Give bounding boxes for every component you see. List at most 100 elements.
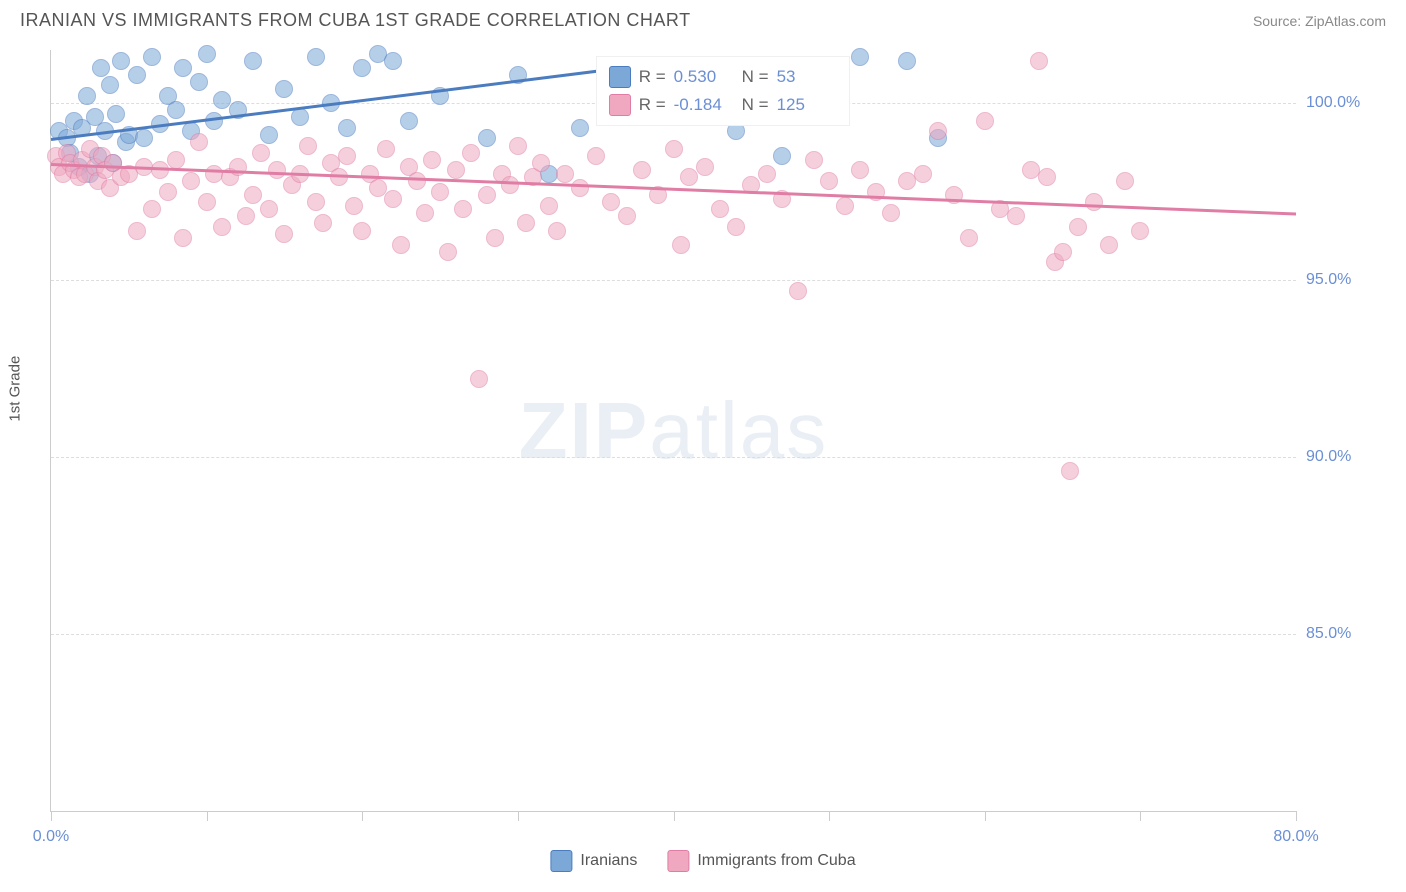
- data-point: [392, 236, 410, 254]
- y-tick-label: 90.0%: [1306, 448, 1386, 466]
- data-point: [509, 137, 527, 155]
- data-point: [101, 76, 119, 94]
- data-point: [548, 222, 566, 240]
- data-point: [898, 52, 916, 70]
- data-point: [408, 172, 426, 190]
- n-value: 125: [777, 95, 837, 115]
- data-point: [423, 151, 441, 169]
- data-point: [107, 105, 125, 123]
- data-point: [696, 158, 714, 176]
- data-point: [213, 218, 231, 236]
- watermark-bold: ZIP: [519, 386, 649, 475]
- data-point: [1085, 193, 1103, 211]
- data-point: [353, 59, 371, 77]
- data-point: [252, 144, 270, 162]
- data-point: [1069, 218, 1087, 236]
- swatch-icon: [667, 850, 689, 872]
- gridline: [51, 634, 1296, 635]
- data-point: [431, 183, 449, 201]
- x-tick: [674, 811, 675, 821]
- swatch-icon: [609, 94, 631, 116]
- data-point: [1054, 243, 1072, 261]
- data-point: [478, 186, 496, 204]
- data-point: [914, 165, 932, 183]
- data-point: [1038, 168, 1056, 186]
- watermark: ZIPatlas: [519, 385, 828, 477]
- x-tick: [829, 811, 830, 821]
- data-point: [517, 214, 535, 232]
- n-label: N =: [742, 67, 769, 87]
- scatter-plot-area: ZIPatlas 85.0%90.0%95.0%100.0%0.0%80.0%R…: [50, 50, 1296, 812]
- swatch-icon: [550, 850, 572, 872]
- data-point: [1116, 172, 1134, 190]
- data-point: [244, 186, 262, 204]
- x-tick: [518, 811, 519, 821]
- r-label: R =: [639, 95, 666, 115]
- correlation-legend: R = 0.530 N = 53 R = -0.184 N = 125: [596, 56, 850, 126]
- data-point: [190, 73, 208, 91]
- data-point: [882, 204, 900, 222]
- data-point: [1100, 236, 1118, 254]
- data-point: [758, 165, 776, 183]
- data-point: [260, 200, 278, 218]
- y-tick-label: 100.0%: [1306, 94, 1386, 112]
- data-point: [416, 204, 434, 222]
- data-point: [190, 133, 208, 151]
- data-point: [174, 229, 192, 247]
- legend-item-iranians: Iranians: [550, 850, 637, 872]
- data-point: [680, 168, 698, 186]
- data-point: [198, 45, 216, 63]
- data-point: [571, 179, 589, 197]
- y-tick-label: 85.0%: [1306, 625, 1386, 643]
- data-point: [727, 218, 745, 236]
- data-point: [92, 59, 110, 77]
- data-point: [602, 193, 620, 211]
- data-point: [633, 161, 651, 179]
- data-point: [571, 119, 589, 137]
- data-point: [836, 197, 854, 215]
- r-value: -0.184: [674, 95, 734, 115]
- data-point: [789, 282, 807, 300]
- data-point: [307, 48, 325, 66]
- data-point: [618, 207, 636, 225]
- data-point: [78, 87, 96, 105]
- data-point: [439, 243, 457, 261]
- data-point: [976, 112, 994, 130]
- data-point: [291, 108, 309, 126]
- chart-title: IRANIAN VS IMMIGRANTS FROM CUBA 1ST GRAD…: [20, 10, 691, 31]
- data-point: [1131, 222, 1149, 240]
- data-point: [805, 151, 823, 169]
- data-point: [275, 225, 293, 243]
- r-label: R =: [639, 67, 666, 87]
- swatch-icon: [609, 66, 631, 88]
- n-value: 53: [777, 67, 837, 87]
- data-point: [244, 52, 262, 70]
- x-tick: [207, 811, 208, 821]
- x-tick: [51, 811, 52, 821]
- data-point: [447, 161, 465, 179]
- x-tick-label: 80.0%: [1273, 828, 1318, 846]
- data-point: [454, 200, 472, 218]
- data-point: [128, 222, 146, 240]
- data-point: [260, 126, 278, 144]
- data-point: [587, 147, 605, 165]
- n-label: N =: [742, 95, 769, 115]
- gridline: [51, 280, 1296, 281]
- gridline: [51, 457, 1296, 458]
- data-point: [532, 154, 550, 172]
- data-point: [1007, 207, 1025, 225]
- data-point: [929, 122, 947, 140]
- data-point: [1030, 52, 1048, 70]
- data-point: [384, 190, 402, 208]
- data-point: [237, 207, 255, 225]
- data-point: [275, 80, 293, 98]
- data-point: [143, 200, 161, 218]
- legend-label: Immigrants from Cuba: [697, 852, 855, 870]
- x-tick: [1296, 811, 1297, 821]
- data-point: [384, 52, 402, 70]
- data-point: [665, 140, 683, 158]
- x-tick: [1140, 811, 1141, 821]
- source-name: ZipAtlas.com: [1305, 13, 1386, 29]
- r-value: 0.530: [674, 67, 734, 87]
- data-point: [159, 183, 177, 201]
